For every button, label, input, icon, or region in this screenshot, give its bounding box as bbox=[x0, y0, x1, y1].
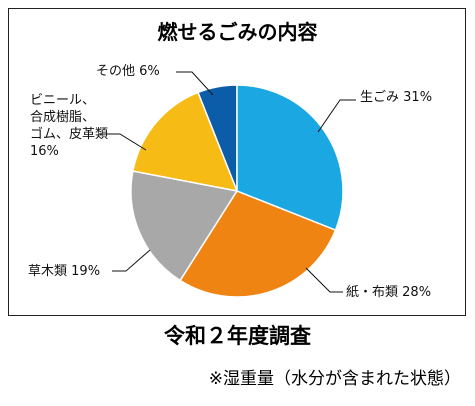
category: ビニール、 合成樹脂、 ゴム、皮革類 bbox=[30, 93, 109, 142]
category: その他 bbox=[96, 64, 136, 79]
slice-label: 生ごみ 31% bbox=[360, 89, 432, 106]
slice-label: その他 6% bbox=[96, 63, 160, 80]
survey-caption: 令和２年度調査 bbox=[164, 324, 311, 348]
value-label: 6% bbox=[139, 64, 160, 79]
chart-frame bbox=[8, 8, 466, 316]
category: 草木類 bbox=[28, 264, 68, 279]
value-label: 16% bbox=[30, 144, 59, 159]
pie-slice bbox=[236, 84, 344, 231]
leader-line bbox=[100, 133, 147, 151]
value-label: 31% bbox=[403, 90, 433, 105]
leader-line bbox=[317, 99, 356, 133]
slice-label: 紙・布類 28% bbox=[346, 284, 431, 301]
pie-slice bbox=[179, 190, 337, 298]
note: ※湿重量（水分が含まれた状態） bbox=[208, 369, 461, 389]
value-label: 28% bbox=[402, 285, 432, 300]
slice-label: 草木類 19% bbox=[28, 263, 100, 280]
leader-line bbox=[305, 267, 343, 293]
chart-title: 燃せるごみの内容 bbox=[157, 20, 318, 44]
leader-lines bbox=[100, 71, 356, 293]
value-label: 19% bbox=[71, 264, 101, 279]
pie-slice bbox=[130, 170, 239, 282]
category: 紙・布類 bbox=[346, 285, 399, 300]
slice-label: ビニール、 合成樹脂、 ゴム、皮革類 16% bbox=[30, 92, 108, 160]
category: 生ごみ bbox=[360, 90, 400, 105]
leader-line bbox=[112, 249, 151, 272]
pie-slice bbox=[132, 91, 239, 192]
leader-line bbox=[176, 71, 214, 96]
